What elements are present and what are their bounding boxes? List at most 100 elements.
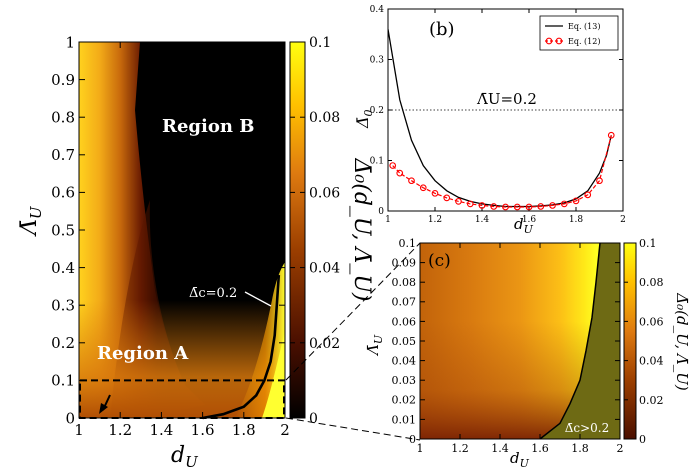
x-tick-label: 1.2 xyxy=(451,442,469,455)
panel-b-panel-label: (b) xyxy=(429,19,455,40)
y-tick-label: 0.1 xyxy=(370,157,384,167)
y-tick-label: 0.03 xyxy=(392,374,417,387)
y-tick-label: 0.01 xyxy=(392,413,417,426)
colorbar-tick-label: 0.1 xyxy=(309,35,331,51)
series-eq12-point xyxy=(431,189,439,197)
panel-c-masked-region xyxy=(540,243,620,439)
panel-c-panel-label: (c) xyxy=(428,251,451,271)
y-tick-label: 0 xyxy=(65,409,75,427)
x-tick-label: 1.2 xyxy=(428,215,442,225)
y-tick-label: 0.02 xyxy=(392,394,417,407)
panel-a-heatmap xyxy=(79,42,285,418)
series-eq12-point xyxy=(549,202,556,209)
panel-b-annotation: Λ̄U=0.2 xyxy=(476,90,537,108)
series-eq12-point xyxy=(478,202,486,209)
region-a-arrowhead xyxy=(99,403,108,414)
panel-a-panel-label: (a) xyxy=(246,54,271,75)
y-tick-label: 0.08 xyxy=(392,276,417,289)
y-tick-label: 0.3 xyxy=(370,56,385,66)
x-tick-label: 1.4 xyxy=(491,442,509,455)
y-tick-label: 0.3 xyxy=(51,296,75,314)
y-tick-label: 0.2 xyxy=(51,334,75,352)
y-tick-label: 0 xyxy=(409,433,416,446)
series-eq12-point xyxy=(396,169,404,177)
x-tick-label: 1.8 xyxy=(571,442,589,455)
panel-b-x-ticks: 1 1.2 1.4 1.6 1.8 2 xyxy=(385,9,626,225)
colorbar-tick-label: 0.04 xyxy=(639,355,664,368)
colorbar-tick-label: 0.04 xyxy=(309,261,340,277)
panel-b-y-label: Δ̄0 xyxy=(353,109,375,129)
y-tick-label: 0.9 xyxy=(51,71,75,89)
series-eq12-line xyxy=(392,135,612,208)
y-tick-label: 0.5 xyxy=(51,221,75,239)
panel-a: 1 1.2 1.4 1.6 1.8 2 0 0.1 0.2 0.3 0.4 0.5 0.6 0.7 0.8… xyxy=(17,33,374,470)
x-tick-label: 2 xyxy=(280,421,290,439)
y-tick-label: 0.07 xyxy=(392,296,417,309)
panel-a-y-label: Λ̄U xyxy=(17,205,45,237)
panel-b: 1 1.2 1.4 1.6 1.8 2 00.10.20.30.4 dU Δ̄0 (b) … xyxy=(353,5,626,236)
series-eq12-point xyxy=(408,177,415,185)
series-eq12-points xyxy=(389,131,615,211)
x-tick-label: 2 xyxy=(620,215,626,225)
x-tick-label: 1.4 xyxy=(149,421,173,439)
panel-c-colorbar xyxy=(623,242,637,440)
panel-c-masked-label: Δ̄c>0.2 xyxy=(565,421,610,435)
y-tick-label: 0.1 xyxy=(51,372,75,390)
series-eq12-point xyxy=(525,203,533,211)
region-b-label: Region B xyxy=(162,116,254,137)
colorbar-tick-label: 0.08 xyxy=(639,276,664,289)
panel-c-x-label: dU xyxy=(510,449,530,470)
series-eq12-point xyxy=(537,203,545,210)
panel-b-y-ticks: 0 0.1 0.2 0.3 0.4 xyxy=(370,5,623,217)
series-eq12-point xyxy=(455,198,462,205)
zoom-region-box xyxy=(79,379,285,419)
series-eq12-point xyxy=(607,131,615,139)
legend-eq13-label: Eq. (13) xyxy=(568,22,600,31)
panel-a-contour-line xyxy=(202,275,281,420)
x-tick-label: 1.8 xyxy=(232,421,256,439)
colorbar-tick-label: 0.08 xyxy=(309,110,340,126)
series-eq12-point xyxy=(443,194,451,202)
zoom-connectors xyxy=(285,242,421,441)
contour-level-label: Δ̄c=0.2 xyxy=(189,286,237,301)
colorbar-tick-label: 0.06 xyxy=(639,315,664,328)
colorbar-tick-label: 0.06 xyxy=(309,185,340,201)
series-eq12-point xyxy=(572,197,580,205)
panel-a-colorbar-label: Δ̄₀(d_U, Λ̄_U) xyxy=(349,158,374,302)
x-tick-label: 1 xyxy=(74,421,84,439)
panel-c-y-ticks: 0 0.01 0.02 0.03 0.04 0.05 0.06 0.07 0.08 0.09 0.1 xyxy=(392,237,620,446)
x-tick-label: 1 xyxy=(385,215,391,225)
series-eq12-point xyxy=(584,191,592,199)
y-tick-label: 0.6 xyxy=(51,184,75,202)
series-eq12-point xyxy=(490,203,498,210)
panel-a-x-label: dU xyxy=(171,443,199,470)
legend-eq12-label: Eq. (12) xyxy=(568,37,600,46)
y-tick-label: 0.4 xyxy=(51,259,75,277)
x-tick-label: 1.6 xyxy=(531,442,549,455)
colorbar-tick-label: 0.02 xyxy=(639,394,664,407)
y-tick-label: 0.1 xyxy=(399,237,417,250)
panel-a-colorbar-ticks: 0 0.02 0.04 0.06 0.08 0.1 xyxy=(290,35,340,427)
panel-c-contour-line xyxy=(539,242,601,440)
colorbar-tick-label: 0 xyxy=(309,411,318,427)
series-eq12-point xyxy=(502,203,509,211)
panel-c: 1 1.2 1.4 1.6 1.8 2 0 0.01 0.02 0.03 0.04 0.05 0.06… xyxy=(364,237,689,470)
y-tick-label: 0.8 xyxy=(51,108,75,126)
y-tick-label: 0.4 xyxy=(370,5,385,15)
panel-c-y-label: Λ̄U xyxy=(364,334,385,357)
contour-label-leader xyxy=(244,291,272,307)
legend-eq12-marker xyxy=(555,37,563,45)
series-eq12-point xyxy=(389,162,397,169)
x-tick-label: 1.6 xyxy=(191,421,215,439)
colorbar-tick-label: 0 xyxy=(639,433,646,446)
y-tick-label: 0.05 xyxy=(392,335,417,348)
panel-b-legend: Eq. (13) Eq. (12) xyxy=(539,15,619,51)
legend-eq12-marker xyxy=(545,37,553,45)
series-eq12-point xyxy=(560,200,568,208)
panel-c-x-ticks: 1 1.2 1.4 1.6 1.8 2 xyxy=(417,243,624,455)
x-tick-label: 1 xyxy=(417,442,424,455)
region-a-label: Region A xyxy=(97,343,189,364)
y-tick-label: 0.09 xyxy=(392,256,417,269)
colorbar-tick-label: 0.02 xyxy=(309,336,340,352)
